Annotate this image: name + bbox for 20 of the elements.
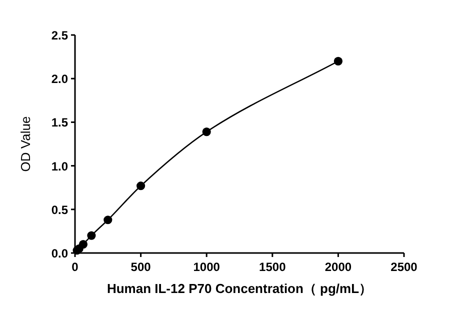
point [334,56,342,66]
x-axis-title: Human IL-12 P70 Concentration（ pg/mL） [106,281,372,296]
y-axis-title: OD Value [18,116,33,172]
x-tick-label: 2000 [324,260,352,274]
point [136,182,146,190]
x-tick-label: 2500 [390,260,418,274]
point [78,240,88,249]
x-tick-label: 1000 [193,260,220,274]
x-tick-label: 0 [72,260,79,274]
x-tick-label: 1500 [259,260,286,274]
y-tick-label: 1.5 [51,116,68,130]
point [104,216,112,224]
x-tick-label: 500 [130,260,152,274]
y-tick-label: 2.0 [51,72,68,86]
point [87,231,96,240]
point [202,127,211,136]
y-tick-label: 0.0 [51,246,68,260]
y-tick-label: 2.5 [51,28,68,42]
y-tick-label: 1.0 [51,159,68,174]
y-tick-label: 0.5 [51,202,68,217]
